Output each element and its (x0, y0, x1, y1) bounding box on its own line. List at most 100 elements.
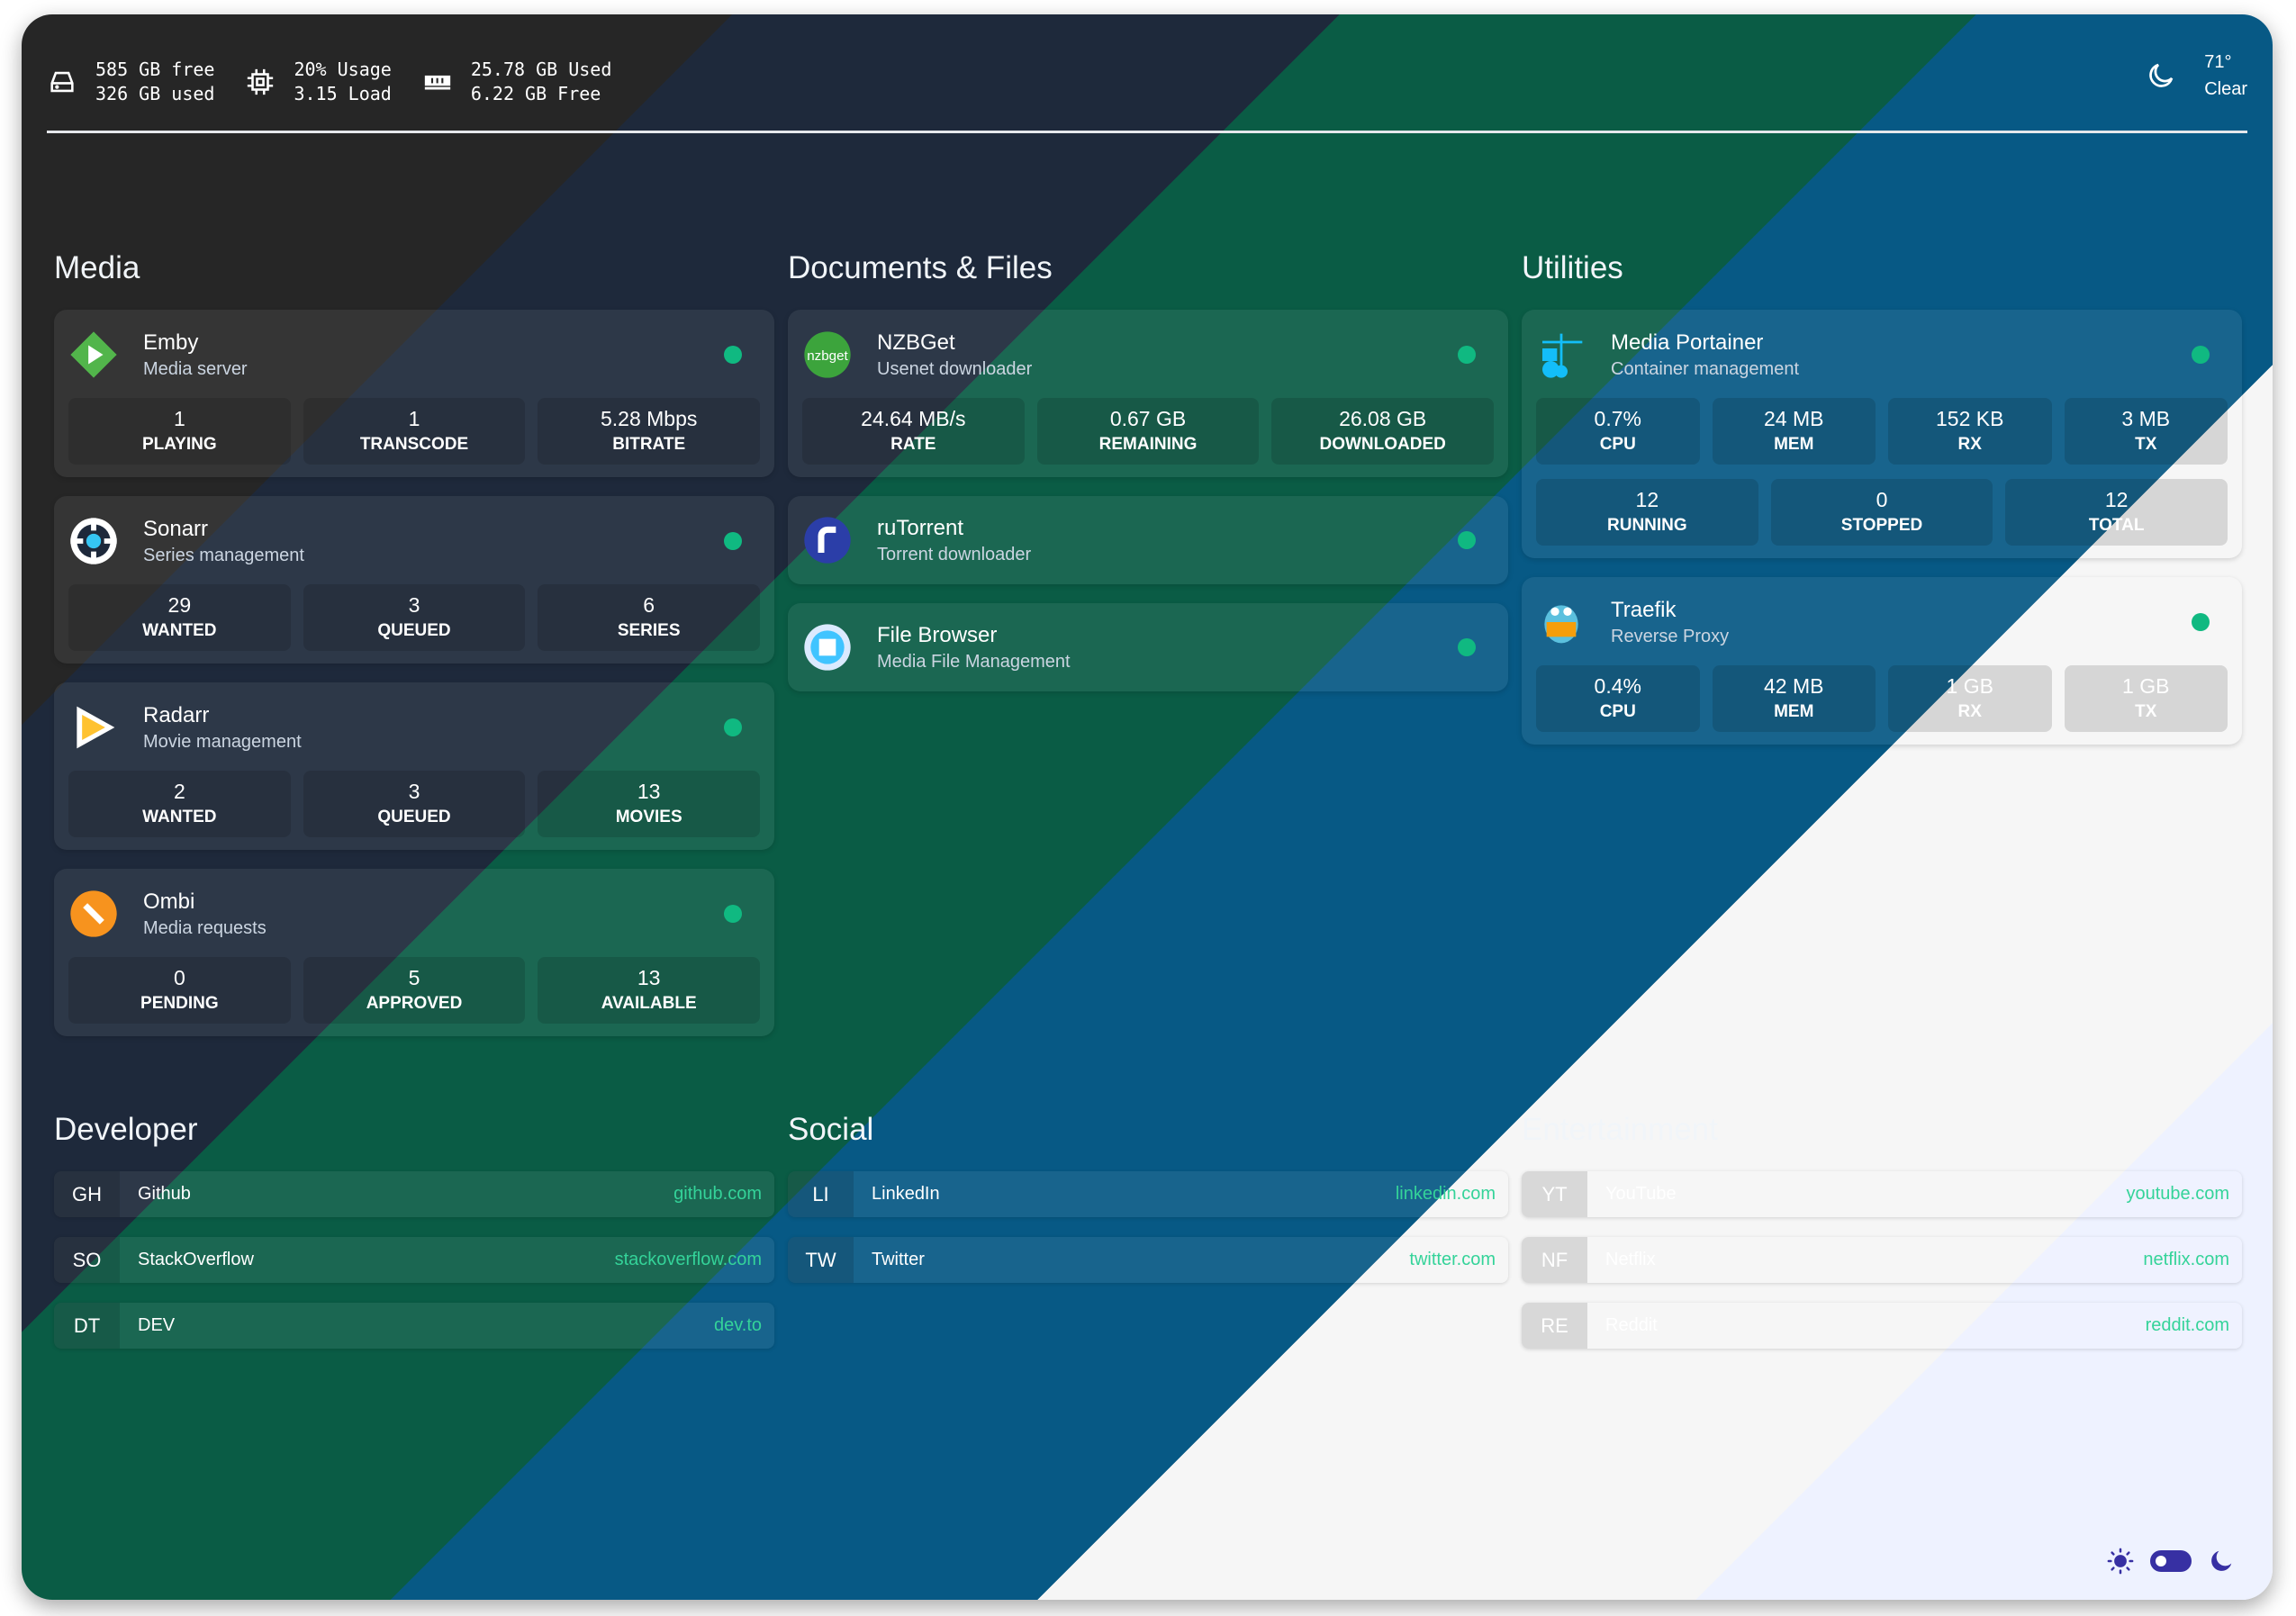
group-heading: Utilities (1522, 250, 1623, 285)
stat-label: DOWNLOADED (1319, 435, 1446, 454)
service-name[interactable]: Sonarr (143, 516, 209, 541)
bookmark-reddit[interactable]: RE Reddit reddit.com (1522, 1303, 2242, 1349)
bookmark-abbr: YT (1522, 1171, 1587, 1217)
service-name[interactable]: Radarr (143, 702, 210, 727)
moon-icon[interactable] (2208, 1548, 2235, 1575)
service-name[interactable]: File Browser (877, 622, 998, 647)
stat-block: 29 WANTED (68, 584, 291, 651)
stat-label: CPU (1599, 435, 1636, 454)
stat-label: TOTAL (2088, 516, 2145, 535)
bookmark-linkedin[interactable]: LI LinkedIn linkedin.com (788, 1171, 1508, 1217)
disk-widget: 585 GB free 326 GB used (47, 58, 214, 106)
service-card-media-portainer[interactable]: Media Portainer Container management 0.7% C… (1522, 310, 2242, 558)
status-indicator (724, 346, 742, 364)
service-card-radarr[interactable]: Radarr Movie management 2 WANTED 3 QUEUED 13 MO… (54, 682, 774, 850)
stat-value: 12 (1635, 488, 1659, 511)
status-indicator (724, 905, 742, 923)
stat-block: 13 AVAILABLE (538, 957, 761, 1024)
memory-icon (424, 75, 450, 90)
card-text: NZBGet Usenet downloader (877, 330, 1032, 380)
stat-value: 13 (637, 966, 661, 989)
stat-block: 0.67 GB REMAINING (1036, 398, 1260, 465)
card-text: Emby Media server (143, 330, 248, 380)
service-description: Reverse Proxy (1611, 626, 1730, 646)
service-name[interactable]: Ombi (143, 889, 195, 914)
weather-condition: Clear (2204, 79, 2247, 99)
service-card-ombi[interactable]: Ombi Media requests 0 PENDING 5 APPROVED 13 AVA… (54, 869, 774, 1036)
stat-label: MEM (1774, 702, 1814, 721)
ombi-icon (68, 889, 119, 939)
cpu-widget: 20% Usage 3.15 Load (245, 58, 392, 106)
bookmark-name: Twitter (872, 1250, 925, 1269)
service-description: Media server (143, 358, 248, 379)
bookmark-name: Reddit (1605, 1315, 1658, 1335)
stat-value: 0.4% (1594, 674, 1641, 698)
bookmark-twitter[interactable]: TW Twitter twitter.com (788, 1237, 1508, 1283)
card-header: Traefik Reverse Proxy (1536, 593, 2228, 651)
stat-block: 0.4% CPU (1536, 665, 1700, 732)
status-indicator (2192, 613, 2210, 631)
radarr-icon (68, 702, 119, 753)
svg-text:nzbget: nzbget (807, 348, 848, 364)
stat-label: RUNNING (1607, 516, 1687, 535)
stat-value: 1 GB (1946, 674, 1993, 698)
status-indicator (1458, 638, 1476, 656)
service-group-utilities: Utilities Media Portainer Container manage… (1522, 250, 2242, 763)
memory-used: 25.78 GB Used (470, 59, 612, 80)
stat-label: BITRATE (612, 435, 686, 454)
stat-value: 152 KB (1936, 407, 2004, 430)
card-header: Sonarr Series management (68, 512, 760, 570)
service-description: Usenet downloader (877, 358, 1033, 379)
service-card-traefik[interactable]: Traefik Reverse Proxy 0.4% CPU 42 MB MEM 1 GB R… (1522, 577, 2242, 745)
card-header: Media Portainer Container management (1536, 326, 2228, 384)
filebrowser-icon (802, 622, 853, 673)
stat-block: 1 GB RX (1888, 665, 2052, 732)
service-name[interactable]: NZBGet (877, 330, 955, 355)
theme-toggle[interactable] (2150, 1550, 2192, 1572)
header-divider (47, 131, 2247, 133)
stat-block: 3 QUEUED (303, 771, 526, 837)
service-name[interactable]: Traefik (1611, 597, 1677, 622)
bookmark-youtube[interactable]: YT YouTube youtube.com (1522, 1171, 2242, 1217)
card-header: ruTorrent Torrent downloader (802, 511, 1494, 569)
sun-icon[interactable] (2107, 1548, 2134, 1575)
service-card-file-browser[interactable]: File Browser Media File Management (788, 603, 1508, 691)
stat-value: 5 (408, 966, 420, 989)
service-name[interactable]: ruTorrent (877, 515, 964, 540)
stats-row: 29 WANTED 3 QUEUED 6 SERIES (68, 584, 761, 651)
card-text: Traefik Reverse Proxy (1611, 598, 1729, 647)
weather-widget: 71° Clear (2145, 49, 2247, 103)
service-card-sonarr[interactable]: Sonarr Series management 29 WANTED 3 QUEUED 6 S… (54, 496, 774, 664)
service-name[interactable]: Emby (143, 330, 199, 355)
stat-block: 0.7% CPU (1536, 398, 1700, 465)
theme-switcher (2107, 1548, 2235, 1575)
stat-label: WANTED (142, 621, 217, 640)
stat-label: WANTED (142, 808, 217, 826)
bookmark-netflix[interactable]: NF Netflix netflix.com (1522, 1237, 2242, 1283)
bookmark-url: reddit.com (2145, 1315, 2229, 1335)
status-indicator (724, 718, 742, 736)
stat-value: 1 (408, 407, 420, 430)
stats-row: 0.7% CPU 24 MB MEM 152 KB RX 3 MB TX (1536, 398, 2228, 465)
group-heading: Documents & Files (788, 250, 1053, 285)
bookmark-url: stackoverflow.com (614, 1250, 762, 1269)
stat-block: 12 RUNNING (1536, 479, 1758, 546)
emby-icon (68, 330, 119, 380)
service-card-rutorrent[interactable]: ruTorrent Torrent downloader (788, 496, 1508, 584)
service-card-emby[interactable]: Emby Media server 1 PLAYING 1 TRANSCODE 5.28 M… (54, 310, 774, 477)
dashboard-window: 585 GB free 326 GB used 20% Usage 3.15 Loa… (22, 14, 2273, 1600)
service-name[interactable]: Media Portainer (1611, 330, 1764, 355)
service-description: Series management (143, 545, 304, 565)
service-card-nzbget[interactable]: nzbget NZBGet Usenet downloader 24.64 MB/s R… (788, 310, 1508, 477)
bookmark-github[interactable]: GH Github github.com (54, 1171, 774, 1217)
cpu-load: 3.15 Load (294, 83, 392, 104)
disk-free: 585 GB free (95, 59, 215, 80)
bookmark-dev[interactable]: DT DEV dev.to (54, 1303, 774, 1349)
card-text: File Browser Media File Management (877, 623, 1071, 673)
bookmark-stackoverflow[interactable]: SO StackOverflow stackoverflow.com (54, 1237, 774, 1283)
stat-block: 2 WANTED (68, 771, 291, 837)
weather-temp: 71° (2204, 52, 2232, 72)
bookmark-name: Github (138, 1184, 191, 1204)
group-heading: Social (788, 1112, 874, 1147)
stat-value: 0 (1876, 488, 1888, 511)
